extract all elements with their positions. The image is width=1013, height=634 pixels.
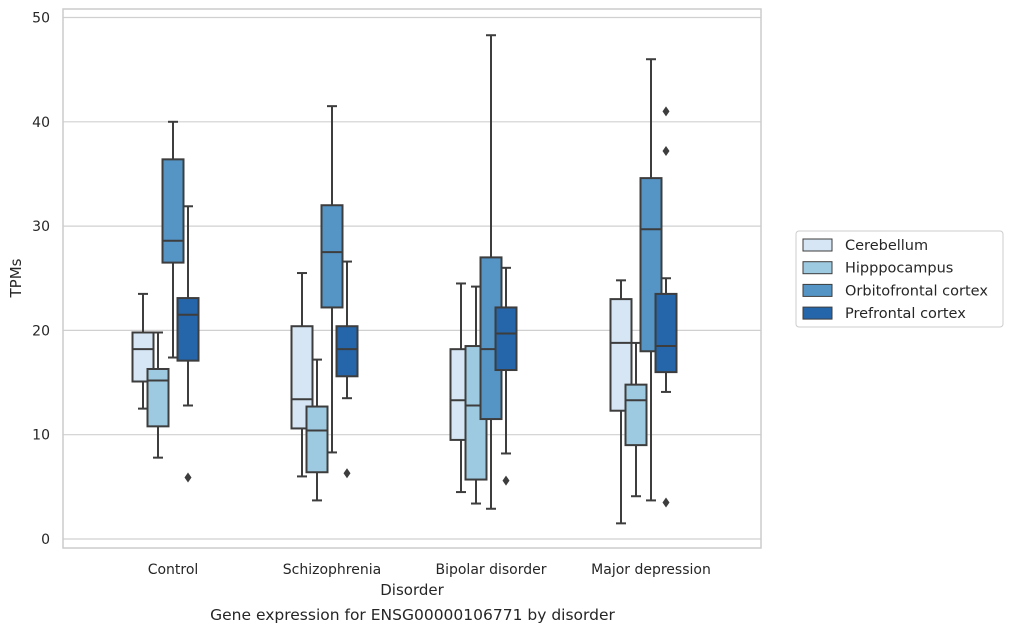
y-tick-label: 50	[32, 11, 50, 27]
outlier-point	[184, 472, 192, 483]
box-prefrontal-cortex	[654, 106, 678, 508]
box-iqr	[290, 325, 314, 430]
box-iqr	[176, 297, 200, 362]
box-iqr	[494, 306, 518, 372]
y-tick-label: 40	[32, 115, 50, 131]
legend-swatch	[802, 306, 833, 320]
legend-label: Cerebellum	[845, 238, 928, 254]
x-tick-label: Schizophrenia	[283, 562, 381, 578]
box-iqr	[305, 405, 329, 474]
outlier-point	[343, 468, 351, 479]
y-tick-labels: 0 10 20 30 40 50	[32, 11, 50, 549]
y-axis-label: TPMs	[7, 258, 25, 298]
box-iqr	[146, 367, 170, 428]
outlier-point	[662, 106, 670, 117]
legend: Cerebellum Hipppocampus Orbitofrontal cort…	[795, 230, 1004, 328]
box-hipppocampus	[305, 358, 329, 502]
boxes	[131, 34, 678, 525]
y-tick-label: 20	[32, 323, 50, 339]
legend-swatch	[802, 238, 833, 252]
box-iqr	[161, 158, 185, 264]
x-tick-label: Control	[148, 562, 199, 578]
legend-swatch	[802, 283, 833, 297]
legend-label: Prefrontal cortex	[845, 306, 966, 322]
plot-frame	[62, 8, 762, 549]
x-tick-label: Bipolar disorder	[435, 562, 546, 578]
legend-swatch	[802, 261, 833, 275]
box-orbitofrontal-cortex	[320, 105, 344, 454]
x-tick-labels: Control Schizophrenia Bipolar disorder Majo…	[148, 562, 711, 578]
y-tick-label: 30	[32, 219, 50, 235]
box-iqr	[320, 204, 344, 309]
y-tick-label: 10	[32, 428, 50, 444]
box-hipppocampus	[146, 331, 170, 459]
legend-label: Orbitofrontal cortex	[845, 283, 988, 299]
y-tick-label: 0	[41, 532, 50, 548]
box-cerebellum	[290, 272, 314, 478]
box-orbitofrontal-cortex	[161, 120, 185, 359]
box-iqr	[609, 298, 633, 412]
legend-label: Hipppocampus	[845, 261, 953, 277]
box-iqr	[335, 325, 359, 378]
box-hipppocampus	[624, 341, 648, 498]
box-prefrontal-cortex	[335, 260, 359, 479]
legend-frame	[795, 230, 1004, 328]
outlier-point	[502, 475, 510, 486]
x-tick-label: Major depression	[591, 562, 711, 578]
box-prefrontal-cortex	[176, 205, 200, 483]
box-iqr	[654, 292, 678, 374]
box-orbitofrontal-cortex	[479, 34, 503, 510]
box-iqr	[624, 383, 648, 447]
outlier-point	[662, 497, 670, 508]
box-cerebellum	[609, 279, 633, 525]
outlier-point	[662, 146, 670, 157]
figure-caption: Gene expression for ENSG00000106771 by d…	[210, 606, 615, 624]
box-prefrontal-cortex	[494, 266, 518, 486]
x-axis-label: Disorder	[380, 581, 444, 599]
